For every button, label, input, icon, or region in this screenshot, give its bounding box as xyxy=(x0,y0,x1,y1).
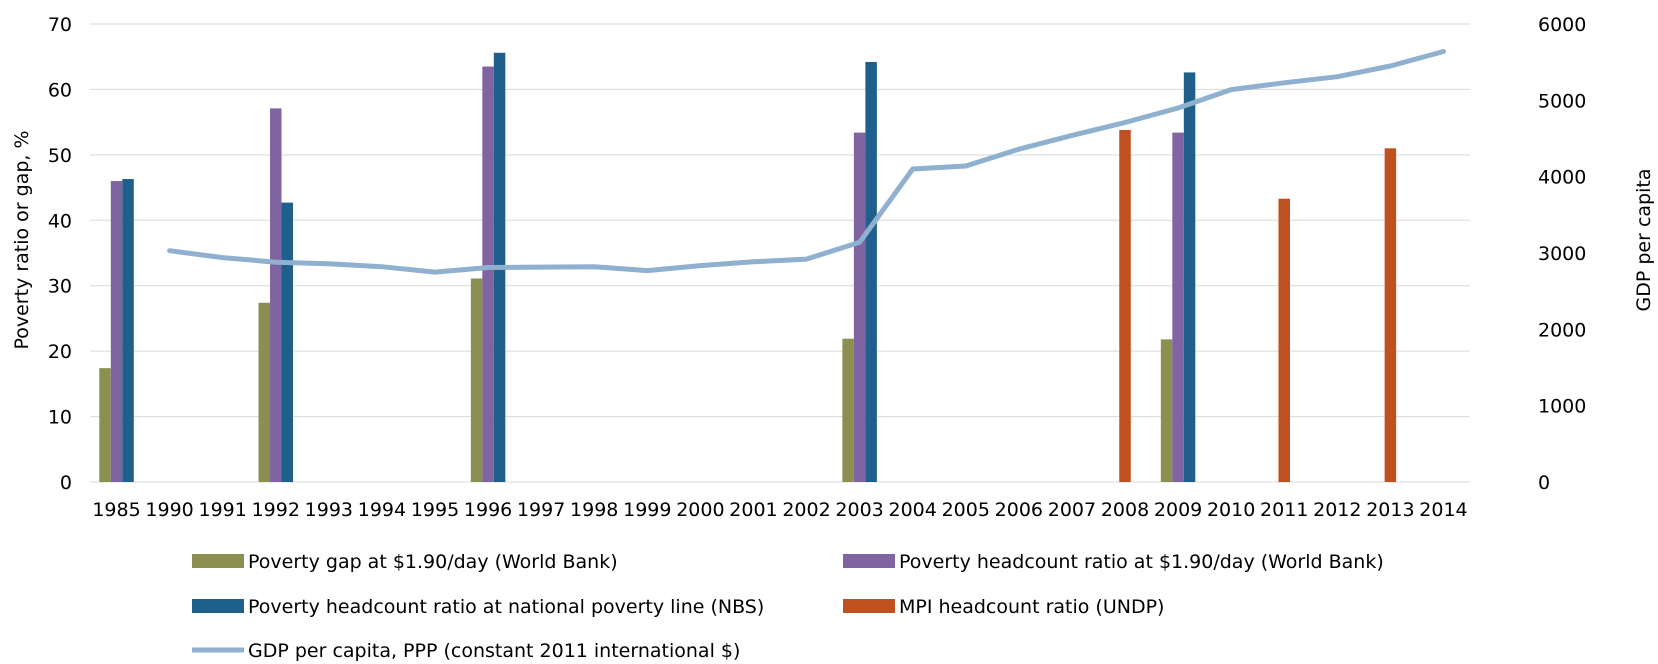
x-tick-label: 2002 xyxy=(782,499,830,521)
y2-tick-label: 3000 xyxy=(1538,243,1586,265)
legend-label: Poverty gap at $1.90/day (World Bank) xyxy=(248,551,618,573)
gdp-line xyxy=(170,52,1444,273)
x-tick-label: 1991 xyxy=(199,499,247,521)
y-tick-label: 0 xyxy=(60,472,72,494)
y2-tick-label: 5000 xyxy=(1538,90,1586,112)
legend-swatch-mpi xyxy=(843,599,895,613)
bar xyxy=(842,339,854,482)
x-tick-label: 2000 xyxy=(676,499,724,521)
bar xyxy=(259,303,271,482)
y2-tick-label: 4000 xyxy=(1538,167,1586,189)
x-tick-label: 1985 xyxy=(92,499,140,521)
legend-swatch-headcount-nbs xyxy=(192,599,244,613)
bar xyxy=(111,181,123,482)
x-tick-label: 1992 xyxy=(252,499,300,521)
x-tick-label: 2014 xyxy=(1419,499,1467,521)
legend-item: GDP per capita, PPP (constant 2011 inter… xyxy=(192,640,740,662)
legend-item: Poverty headcount ratio at $1.90/day (Wo… xyxy=(843,551,1384,573)
y-tick-label: 50 xyxy=(48,145,72,167)
bar xyxy=(1184,72,1196,482)
y2-tick-label: 1000 xyxy=(1538,396,1586,418)
x-axis-ticks: 1985 1990 1991 1992 1993 1994 1995 1996 1997 1998… xyxy=(92,499,1467,521)
bar xyxy=(99,368,111,482)
y-tick-label: 10 xyxy=(48,407,72,429)
y2-tick-label: 0 xyxy=(1538,472,1550,494)
x-tick-label: 1990 xyxy=(145,499,193,521)
x-tick-label: 2003 xyxy=(835,499,883,521)
bar xyxy=(1172,133,1184,482)
x-tick-label: 1996 xyxy=(464,499,512,521)
bar xyxy=(854,133,866,482)
x-tick-label: 1999 xyxy=(623,499,671,521)
x-tick-label: 2010 xyxy=(1207,499,1255,521)
bar xyxy=(1278,199,1290,482)
y-tick-label: 20 xyxy=(48,341,72,363)
legend-swatch-headcount-wb xyxy=(843,554,895,568)
y-tick-label: 70 xyxy=(48,14,72,36)
y-tick-label: 30 xyxy=(48,276,72,298)
bar xyxy=(122,179,133,482)
bar xyxy=(1119,130,1131,482)
y-tick-label: 40 xyxy=(48,210,72,232)
bar xyxy=(482,67,494,482)
legend-item: Poverty headcount ratio at national pove… xyxy=(192,596,764,618)
y-axis-right-ticks: 0 1000 2000 3000 4000 5000 6000 xyxy=(1538,14,1586,494)
x-tick-label: 2001 xyxy=(729,499,777,521)
bar xyxy=(865,62,877,482)
bar xyxy=(471,279,483,482)
legend-label: GDP per capita, PPP (constant 2011 inter… xyxy=(248,640,740,662)
x-tick-label: 2012 xyxy=(1313,499,1361,521)
x-tick-label: 2009 xyxy=(1154,499,1202,521)
bar-series xyxy=(99,53,1396,482)
x-tick-label: 2004 xyxy=(889,499,937,521)
legend-item: MPI headcount ratio (UNDP) xyxy=(843,596,1164,618)
x-tick-label: 1997 xyxy=(517,499,565,521)
y-tick-label: 60 xyxy=(48,79,72,101)
x-tick-label: 2005 xyxy=(942,499,990,521)
x-tick-label: 2006 xyxy=(995,499,1043,521)
legend-label: Poverty headcount ratio at national pove… xyxy=(248,596,764,618)
x-tick-label: 1998 xyxy=(570,499,618,521)
y2-tick-label: 2000 xyxy=(1538,319,1586,341)
bar xyxy=(1161,339,1173,482)
bar xyxy=(270,108,282,482)
x-tick-label: 1993 xyxy=(305,499,353,521)
y-axis-left-ticks: 0 10 20 30 40 50 60 70 xyxy=(48,14,72,494)
legend-swatch-poverty-gap xyxy=(192,554,244,568)
legend-label: Poverty headcount ratio at $1.90/day (Wo… xyxy=(899,551,1384,573)
legend-item: Poverty gap at $1.90/day (World Bank) xyxy=(192,551,618,573)
bar xyxy=(1385,148,1397,482)
y-axis-right-title: GDP per capita xyxy=(1633,169,1655,312)
gdp-line-series xyxy=(170,52,1444,273)
y2-tick-label: 6000 xyxy=(1538,14,1586,36)
gridlines xyxy=(90,24,1470,482)
legend-label: MPI headcount ratio (UNDP) xyxy=(899,596,1164,618)
y-axis-left-title: Poverty ratio or gap, % xyxy=(11,130,33,349)
x-tick-label: 1994 xyxy=(358,499,406,521)
x-tick-label: 1995 xyxy=(411,499,459,521)
x-tick-label: 2011 xyxy=(1260,499,1308,521)
x-tick-label: 2008 xyxy=(1101,499,1149,521)
x-tick-label: 2007 xyxy=(1048,499,1096,521)
bar xyxy=(282,203,294,482)
legend: Poverty gap at $1.90/day (World Bank) Po… xyxy=(192,551,1384,662)
x-tick-label: 2013 xyxy=(1366,499,1414,521)
